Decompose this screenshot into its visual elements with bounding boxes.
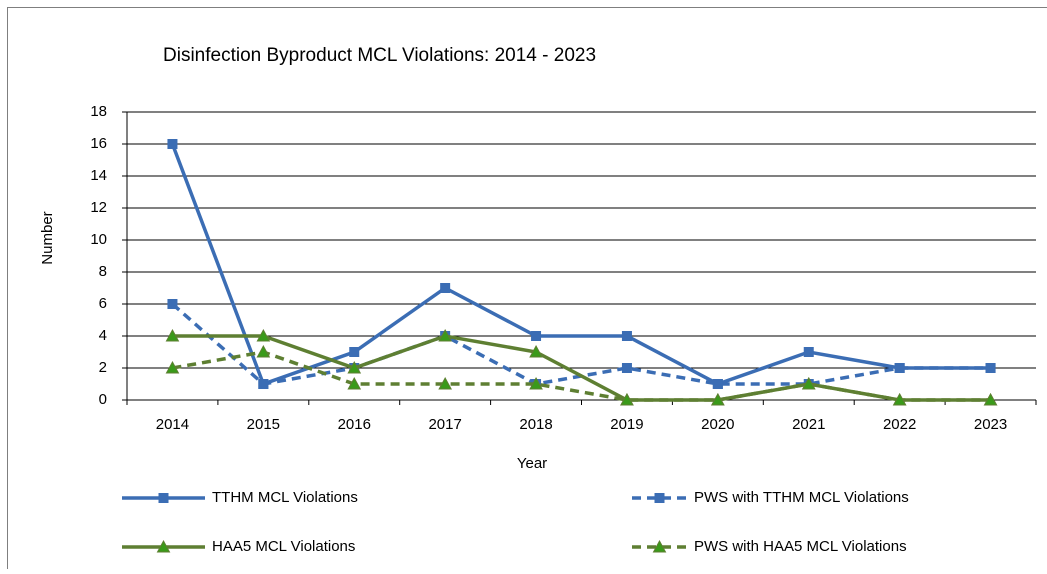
chart-border bbox=[8, 8, 1047, 570]
x-tick-label: 2014 bbox=[156, 416, 189, 433]
legend-marker bbox=[159, 493, 169, 503]
x-tick-label: 2017 bbox=[428, 416, 461, 433]
x-tick-label: 2016 bbox=[338, 416, 371, 433]
data-point bbox=[167, 139, 177, 149]
x-tick-label: 2019 bbox=[610, 416, 643, 433]
y-tick-label: 4 bbox=[99, 327, 107, 344]
y-tick-label: 18 bbox=[90, 103, 107, 120]
y-tick-label: 8 bbox=[99, 263, 107, 280]
legend-label: PWS with HAA5 MCL Violations bbox=[694, 538, 907, 555]
legend-marker bbox=[655, 493, 665, 503]
x-tick-label: 2018 bbox=[519, 416, 552, 433]
x-tick-label: 2021 bbox=[792, 416, 825, 433]
chart-title: Disinfection Byproduct MCL Violations: 2… bbox=[163, 45, 596, 66]
data-point bbox=[531, 331, 541, 341]
data-point bbox=[895, 363, 905, 373]
data-point bbox=[349, 347, 359, 357]
y-tick-label: 12 bbox=[90, 199, 107, 216]
data-point bbox=[257, 346, 269, 357]
x-axis-label: Year bbox=[517, 455, 547, 472]
y-tick-label: 14 bbox=[90, 167, 107, 184]
legend-label: HAA5 MCL Violations bbox=[212, 538, 355, 555]
y-tick-label: 2 bbox=[99, 359, 107, 376]
x-tick-label: 2023 bbox=[974, 416, 1007, 433]
data-point bbox=[622, 331, 632, 341]
data-point bbox=[622, 363, 632, 373]
data-point bbox=[713, 379, 723, 389]
legend-label: TTHM MCL Violations bbox=[212, 489, 358, 506]
y-tick-label: 6 bbox=[99, 295, 107, 312]
y-tick-label: 10 bbox=[90, 231, 107, 248]
x-tick-label: 2020 bbox=[701, 416, 734, 433]
data-point bbox=[804, 347, 814, 357]
data-point bbox=[440, 283, 450, 293]
y-tick-label: 0 bbox=[99, 391, 107, 408]
x-tick-label: 2015 bbox=[247, 416, 280, 433]
data-point bbox=[167, 299, 177, 309]
x-tick-label: 2022 bbox=[883, 416, 916, 433]
legend-label: PWS with TTHM MCL Violations bbox=[694, 489, 909, 506]
y-axis-label: Number bbox=[39, 211, 56, 264]
data-point bbox=[986, 363, 996, 373]
data-point bbox=[258, 379, 268, 389]
y-tick-label: 16 bbox=[90, 135, 107, 152]
